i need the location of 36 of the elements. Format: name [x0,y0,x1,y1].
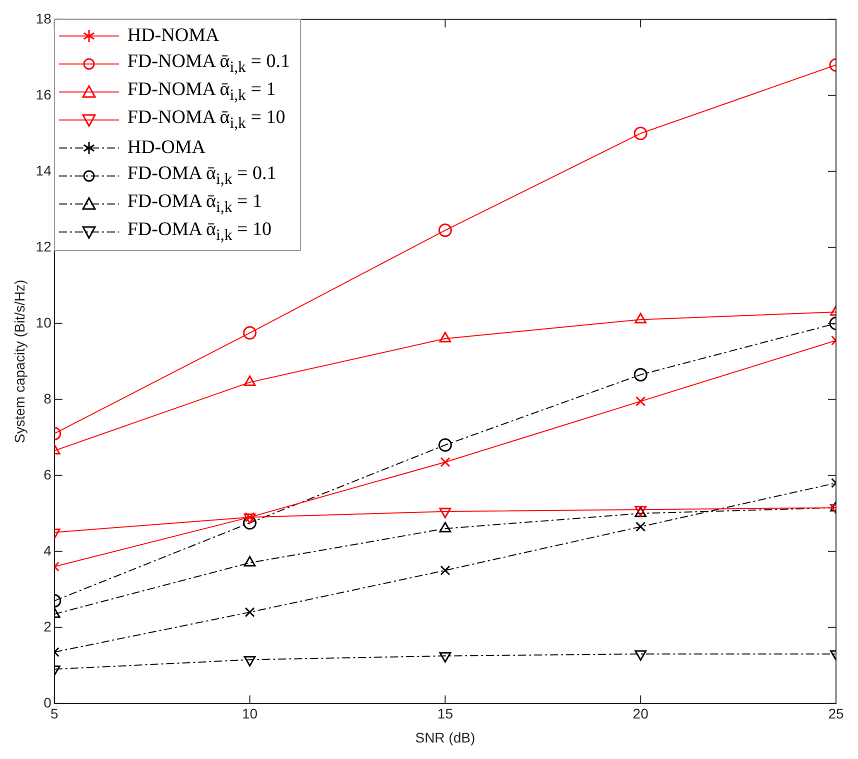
legend-label: FD-NOMA ᾱ$_{i,k}$ = 10 [127,107,286,134]
point [243,326,257,340]
point [634,126,648,140]
point [440,565,450,576]
y-axis-title: System capacity (Bit/s/Hz) [11,280,28,444]
legend-label: FD-NOMA ᾱ$_{i,k}$ = 0.1 [127,51,290,78]
y-tick-label: 0 [44,694,52,710]
y-tick-label: 4 [44,542,52,558]
y-tick-label: 6 [44,466,52,482]
y-tick-label: 12 [36,238,52,254]
point [244,607,255,618]
point [243,516,257,530]
point [634,368,648,382]
y-tick-label: 16 [36,86,52,102]
y-tick-label: 14 [36,162,52,178]
point [438,224,452,238]
point [438,438,452,452]
point [440,457,450,468]
x-tick-label: 5 [50,706,58,722]
x-tick-label: 15 [437,706,454,722]
y-tick-label: 8 [44,390,52,406]
y-tick-label: 2 [44,618,52,634]
legend-label: FD-NOMA ᾱ$_{i,k}$ = 1 [127,79,276,106]
x-tick-label: 20 [632,706,649,722]
legend-label: HD-OMA [127,137,206,160]
point [244,656,256,666]
y-tick-label: 10 [36,314,52,330]
x-axis-title: SNR (dB) [415,729,476,746]
point [439,652,452,663]
legend-label: FD-OMA ᾱ$_{i,k}$ = 10 [127,219,272,246]
legend-label: FD-OMA ᾱ$_{i,k}$ = 1 [127,191,262,218]
x-tick-label: 10 [242,706,258,722]
legend-label: FD-OMA ᾱ$_{i,k}$ = 0.1 [127,163,276,190]
legend-label: HD-NOMA [127,25,220,48]
x-tick-label: 25 [828,706,844,722]
y-tick-label: 18 [36,10,52,26]
